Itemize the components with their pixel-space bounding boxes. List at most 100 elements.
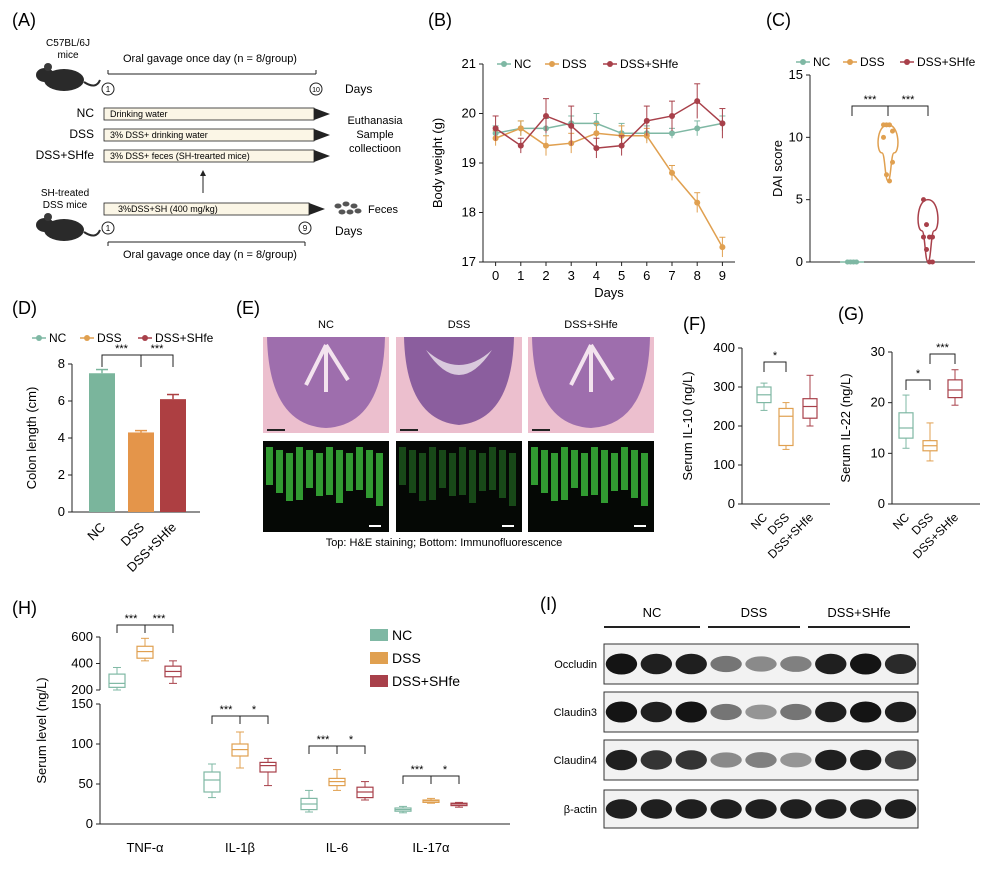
blot-band <box>884 701 917 723</box>
significance-bracket <box>336 745 366 754</box>
if-signal <box>296 447 303 500</box>
data-point <box>669 112 675 119</box>
panel-c: (C) 0 5 10 15 DAI score *** *** NC DSS DSS+SHfe <box>766 10 976 269</box>
data-point <box>719 120 726 127</box>
sh-day-start: 1 <box>106 224 111 233</box>
y-tick-label: 10 <box>871 445 885 460</box>
data-point <box>924 247 929 253</box>
panel-letter-i: (I) <box>540 594 557 614</box>
if-signal <box>571 450 578 488</box>
significance-bracket <box>905 379 931 390</box>
y-tick-label: 400 <box>71 656 93 671</box>
bar-nc: NC <box>84 368 115 543</box>
blot-row-occludin: Occludin <box>554 643 919 685</box>
legend-label: DSS+SHfe <box>155 331 214 345</box>
box <box>259 757 277 787</box>
blot-band <box>745 704 777 720</box>
y-tick-label: 17 <box>462 254 476 269</box>
data-point <box>854 259 859 265</box>
box <box>422 797 440 804</box>
blot-row-label: Claudin4 <box>554 755 597 767</box>
box <box>328 769 346 791</box>
if-signal <box>439 450 446 488</box>
blot-band <box>815 701 847 723</box>
y-axis-label: DAI score <box>770 140 785 197</box>
if-signal <box>346 453 353 491</box>
if-signal <box>509 453 516 506</box>
legend-marker <box>800 59 806 65</box>
box <box>947 369 963 406</box>
if-signal <box>419 453 426 501</box>
group-nc: NC <box>77 106 95 120</box>
blot-band <box>745 752 777 768</box>
group-dss: DSS <box>69 127 94 141</box>
y-tick-label: 150 <box>71 696 93 711</box>
blot-band <box>884 750 917 770</box>
legend-label: DSS+SHfe <box>392 673 460 689</box>
legend-swatch <box>370 675 388 687</box>
bar <box>128 432 154 512</box>
legend-label: DSS <box>860 55 885 69</box>
if-signal <box>356 447 363 490</box>
legend-item-dss-shfe: DSS+SHfe <box>138 331 214 345</box>
y-axis-label: Serum IL-10 (ng/L) <box>680 371 695 480</box>
significance-bracket <box>211 715 241 724</box>
y-axis-label: Body weight (g) <box>430 118 445 208</box>
significance-label: *** <box>220 704 234 716</box>
y-tick-label: 100 <box>713 457 735 472</box>
significance-bracket <box>144 624 174 633</box>
y-tick-label: 200 <box>713 418 735 433</box>
day-end: 10 <box>312 87 320 94</box>
violin-dss <box>877 122 899 184</box>
if-signal <box>459 447 466 495</box>
box-body <box>898 412 914 439</box>
data-point <box>669 169 675 176</box>
data-point <box>543 142 549 149</box>
if-signal <box>601 450 608 503</box>
blot-band <box>640 701 673 723</box>
dai-score-chart: 0 5 10 15 DAI score *** *** NC DSS DSS+SHfe <box>770 55 976 269</box>
data-point <box>924 222 929 228</box>
box-body <box>259 761 277 773</box>
treatment-nc: Drinking water <box>110 109 168 119</box>
significance-bracket <box>116 624 146 633</box>
he-crypt <box>304 343 350 392</box>
data-point <box>694 199 701 206</box>
blot-group-label: DSS <box>741 605 768 620</box>
legend-marker <box>847 59 853 65</box>
y-tick-label: 100 <box>71 736 93 751</box>
y-tick-label: 18 <box>462 205 476 220</box>
box <box>778 402 794 450</box>
legend-item-nc: NC <box>32 331 67 345</box>
blot-band <box>640 653 673 675</box>
data-point <box>719 244 726 251</box>
euthanasia-1: Euthanasia <box>347 115 403 127</box>
if-background <box>396 441 522 532</box>
data-point <box>921 197 926 203</box>
significance-bracket <box>101 354 142 367</box>
box-body <box>108 673 126 688</box>
if-signal <box>611 453 618 491</box>
if-signal <box>449 453 456 496</box>
significance-label: *** <box>864 94 878 106</box>
legend-label: NC <box>514 57 532 71</box>
panel-e: (E) NC DSS DSS+SHfe Top: H&E staining; Bot… <box>236 298 654 549</box>
blot-band <box>849 799 882 819</box>
panel-letter-e: (E) <box>236 298 260 318</box>
treatment-shfe: 3% DSS+ feces (SH-trearted mice) <box>110 151 250 161</box>
box-body <box>203 771 221 793</box>
blot-group-label: NC <box>643 605 662 620</box>
if-signal <box>631 450 638 498</box>
panel-letter-h: (H) <box>12 598 37 618</box>
box <box>756 382 772 411</box>
bar-dss: DSS <box>118 429 154 549</box>
box <box>300 789 318 813</box>
sh-label-2: DSS mice <box>43 200 88 211</box>
data-point <box>593 130 600 137</box>
significance-label: * <box>252 704 257 716</box>
blot-band <box>780 656 812 672</box>
blot-band <box>780 703 812 721</box>
significance-label: *** <box>317 734 331 746</box>
